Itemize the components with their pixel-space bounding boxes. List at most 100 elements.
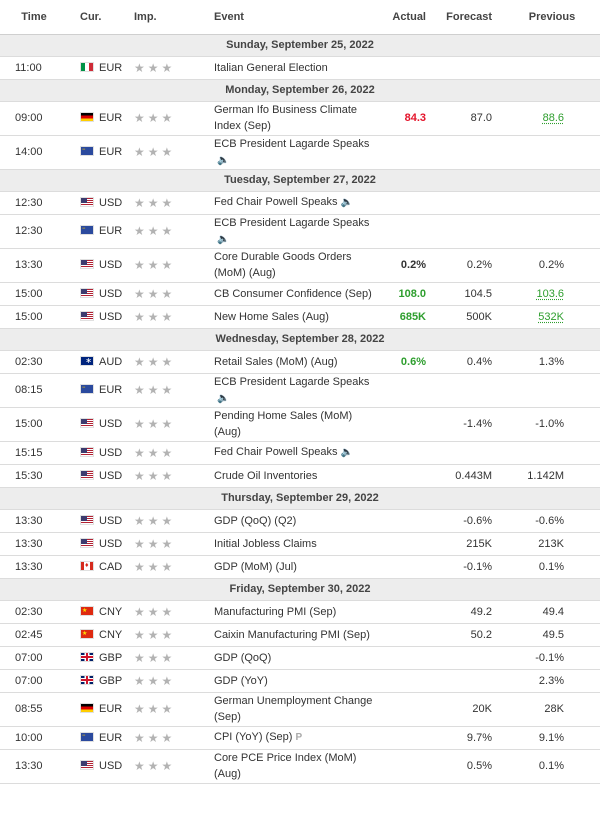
event-row[interactable]: 07:00 GBP ★★★ GDP (YoY) 2.3% xyxy=(0,669,600,693)
event-name-cell[interactable]: Retail Sales (MoM) (Aug) xyxy=(210,350,380,374)
event-row[interactable]: 07:00 GBP ★★★ GDP (QoQ) -0.1% xyxy=(0,646,600,670)
event-name[interactable]: Italian General Election xyxy=(214,61,328,74)
event-row[interactable]: 15:30 USD ★★★ Crude Oil Inventories 0.443M 1.… xyxy=(0,464,600,488)
event-name-cell[interactable]: ECB President Lagarde Speaks 🔈 xyxy=(210,135,380,170)
event-name-cell[interactable]: GDP (QoQ) (Q2) xyxy=(210,509,380,533)
event-name[interactable]: New Home Sales (Aug) xyxy=(214,310,329,323)
importance-cell: ★★★ xyxy=(130,248,210,283)
event-name-cell[interactable]: New Home Sales (Aug) xyxy=(210,305,380,329)
importance-cell: ★★★ xyxy=(130,669,210,693)
event-name[interactable]: CPI (YoY) (Sep) xyxy=(214,731,293,743)
event-time: 15:15 xyxy=(0,441,68,465)
us-flag-icon xyxy=(80,418,94,428)
event-row[interactable]: 02:30 AUD ★★★ Retail Sales (MoM) (Aug) 0.6%0… xyxy=(0,350,600,374)
event-row[interactable]: 15:15 USD ★★★ Fed Chair Powell Speaks 🔈 xyxy=(0,441,600,465)
event-name[interactable]: GDP (QoQ) xyxy=(214,651,272,664)
event-name[interactable]: Core Durable Goods Orders (MoM) (Aug) xyxy=(214,251,352,279)
previous-value-text: 28K xyxy=(544,703,564,715)
event-row[interactable]: 02:45 CNY ★★★ Caixin Manufacturing PMI (Sep… xyxy=(0,623,600,647)
event-time: 13:30 xyxy=(0,749,68,784)
event-name[interactable]: Core PCE Price Index (MoM) (Aug) xyxy=(214,752,357,780)
event-row[interactable]: 15:00 USD ★★★ Pending Home Sales (MoM) (Aug… xyxy=(0,407,600,442)
event-name-cell[interactable]: Caixin Manufacturing PMI (Sep) xyxy=(210,623,380,647)
event-row[interactable]: 13:30 USD ★★★ Core Durable Goods Orders (Mo… xyxy=(0,248,600,283)
event-name-cell[interactable]: German Unemployment Change (Sep) xyxy=(210,692,380,727)
event-name-cell[interactable]: Fed Chair Powell Speaks 🔈 xyxy=(210,191,380,215)
event-time: 02:30 xyxy=(0,350,68,374)
event-row[interactable]: 13:30 USD ★★★ Initial Jobless Claims 215K 213… xyxy=(0,532,600,556)
day-header-row: Friday, September 30, 2022 xyxy=(0,578,600,601)
actual-value xyxy=(380,464,438,488)
importance-stars-icon: ★★★ xyxy=(134,111,176,125)
event-row[interactable]: 02:30 CNY ★★★ Manufacturing PMI (Sep) 49.2 49… xyxy=(0,600,600,624)
event-row[interactable]: 12:30 EUR ★★★ ECB President Lagarde Speaks 🔈 xyxy=(0,214,600,249)
event-name[interactable]: Fed Chair Powell Speaks xyxy=(214,446,338,458)
event-name-cell[interactable]: Crude Oil Inventories xyxy=(210,464,380,488)
event-name[interactable]: Initial Jobless Claims xyxy=(214,537,317,550)
event-name[interactable]: GDP (YoY) xyxy=(214,674,268,687)
event-name-cell[interactable]: German Ifo Business Climate Index (Sep) xyxy=(210,101,380,136)
actual-value xyxy=(380,191,438,215)
importance-cell: ★★★ xyxy=(130,726,210,750)
event-row[interactable]: 13:30 CAD ★★★ GDP (MoM) (Jul) -0.1% 0.1% xyxy=(0,555,600,579)
event-name-cell[interactable]: Fed Chair Powell Speaks 🔈 xyxy=(210,441,380,465)
event-row[interactable]: 08:55 EUR ★★★ German Unemployment Change (S… xyxy=(0,692,600,727)
event-name[interactable]: ECB President Lagarde Speaks xyxy=(214,137,370,150)
event-row[interactable]: 14:00 EUR ★★★ ECB President Lagarde Speaks 🔈 xyxy=(0,135,600,170)
cn-flag-icon xyxy=(80,605,94,616)
event-name-cell[interactable]: CPI (YoY) (Sep) P xyxy=(210,726,380,750)
event-name[interactable]: Pending Home Sales (MoM) (Aug) xyxy=(214,410,353,438)
event-name[interactable]: Fed Chair Powell Speaks xyxy=(214,196,338,208)
previous-value: 532K xyxy=(504,305,600,329)
event-name[interactable]: Retail Sales (MoM) (Aug) xyxy=(214,355,338,368)
event-name-cell[interactable]: Initial Jobless Claims xyxy=(210,532,380,556)
event-row[interactable]: 10:00 EUR ★★★ CPI (YoY) (Sep)P 9.7% 9.1% xyxy=(0,726,600,750)
event-name[interactable]: ECB President Lagarde Speaks xyxy=(214,375,370,388)
event-name[interactable]: CB Consumer Confidence (Sep) xyxy=(214,287,372,300)
event-name[interactable]: German Ifo Business Climate Index (Sep) xyxy=(214,104,358,132)
event-name-cell[interactable]: CB Consumer Confidence (Sep) xyxy=(210,282,380,306)
event-name[interactable]: Crude Oil Inventories xyxy=(214,469,318,482)
event-name-cell[interactable]: ECB President Lagarde Speaks 🔈 xyxy=(210,373,380,408)
event-row[interactable]: 15:00 USD ★★★ CB Consumer Confidence (Sep) 1… xyxy=(0,282,600,306)
day-header-row: Tuesday, September 27, 2022 xyxy=(0,169,600,192)
actual-value: 84.3 xyxy=(380,101,438,136)
event-name-cell[interactable]: GDP (QoQ) xyxy=(210,646,380,670)
event-row[interactable]: 13:30 USD ★★★ Core PCE Price Index (MoM) (A… xyxy=(0,749,600,784)
event-name-cell[interactable]: GDP (YoY) xyxy=(210,669,380,693)
event-row[interactable]: 12:30 USD ★★★ Fed Chair Powell Speaks 🔈 xyxy=(0,191,600,215)
previous-value: 0.2% xyxy=(504,248,600,283)
de-flag-icon xyxy=(80,112,94,122)
event-name[interactable]: GDP (MoM) (Jul) xyxy=(214,560,297,573)
event-name[interactable]: Manufacturing PMI (Sep) xyxy=(214,605,337,618)
importance-stars-icon: ★★★ xyxy=(134,145,176,159)
event-name-cell[interactable]: Pending Home Sales (MoM) (Aug) xyxy=(210,407,380,442)
actual-value xyxy=(380,407,438,442)
forecast-column-header: Forecast xyxy=(438,0,504,35)
event-name-cell[interactable]: Core Durable Goods Orders (MoM) (Aug) xyxy=(210,248,380,283)
event-currency-cell: USD xyxy=(68,191,130,215)
event-row[interactable]: 08:15 EUR ★★★ ECB President Lagarde Speaks 🔈 xyxy=(0,373,600,408)
eu-flag-icon xyxy=(80,225,94,235)
event-row[interactable]: 11:00 EUR ★★★ Italian General Election xyxy=(0,56,600,80)
us-flag-icon xyxy=(80,469,94,480)
event-name[interactable]: GDP (QoQ) (Q2) xyxy=(214,514,297,527)
previous-value-text[interactable]: 103.6 xyxy=(536,287,564,300)
event-name-cell[interactable]: GDP (MoM) (Jul) xyxy=(210,555,380,579)
event-row[interactable]: 15:00 USD ★★★ New Home Sales (Aug) 685K 500K 5… xyxy=(0,305,600,329)
event-name[interactable]: Caixin Manufacturing PMI (Sep) xyxy=(214,628,370,641)
event-name-cell[interactable]: ECB President Lagarde Speaks 🔈 xyxy=(210,214,380,249)
event-time: 13:30 xyxy=(0,509,68,533)
event-name-cell[interactable]: Core PCE Price Index (MoM) (Aug) xyxy=(210,749,380,784)
event-name[interactable]: ECB President Lagarde Speaks xyxy=(214,216,370,229)
importance-stars-icon: ★★★ xyxy=(134,60,176,75)
previous-value-text[interactable]: 88.6 xyxy=(542,112,564,124)
event-row[interactable]: 09:00 EUR ★★★ German Ifo Business Climate I… xyxy=(0,101,600,136)
event-name-cell[interactable]: Italian General Election xyxy=(210,56,380,80)
event-name-cell[interactable]: Manufacturing PMI (Sep) xyxy=(210,600,380,624)
previous-value-text[interactable]: 532K xyxy=(538,310,564,323)
event-time: 07:00 xyxy=(0,669,68,693)
forecast-value: 104.5 xyxy=(438,282,504,306)
event-name[interactable]: German Unemployment Change (Sep) xyxy=(214,695,373,723)
event-row[interactable]: 13:30 USD ★★★ GDP (QoQ) (Q2) -0.6% -0.6% xyxy=(0,509,600,533)
